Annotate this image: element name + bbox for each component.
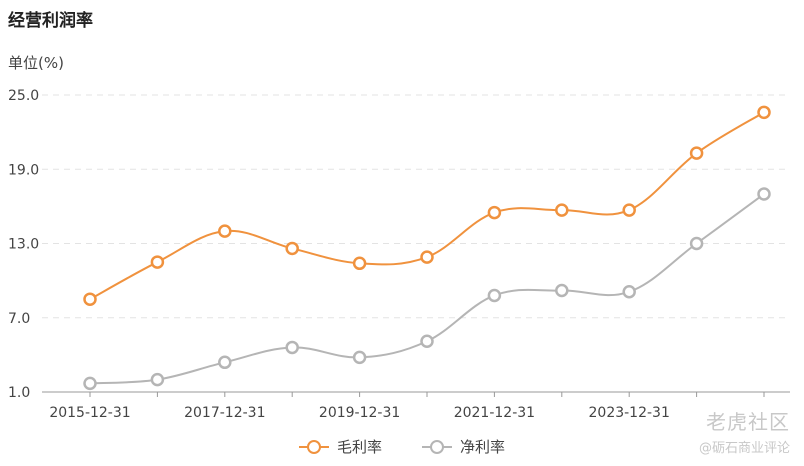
data-point[interactable] <box>150 372 165 387</box>
x-tick-label: 2019-12-31 <box>319 405 400 421</box>
data-point[interactable] <box>218 224 232 238</box>
series-group <box>83 105 771 391</box>
legend: 毛利率 净利率 <box>0 436 804 457</box>
grid-lines <box>42 94 790 319</box>
y-tick-label: 13.0 <box>8 237 39 253</box>
line-chart: 25.019.013.07.01.0 2015-12-31 2017-12-31 2… <box>8 88 790 421</box>
data-point[interactable] <box>555 203 569 217</box>
data-point[interactable] <box>420 334 434 349</box>
series-gross-margin <box>83 105 771 306</box>
data-point[interactable] <box>352 256 367 271</box>
legend-label-gross-margin: 毛利率 <box>336 438 382 456</box>
data-point[interactable] <box>285 340 299 355</box>
data-point[interactable] <box>285 241 299 256</box>
x-axis: 2015-12-31 2017-12-31 2019-12-31 2021-12-31… <box>42 391 790 421</box>
data-point[interactable] <box>150 255 165 269</box>
watermark: 老虎社区 @砺石商业评论 <box>699 406 790 456</box>
data-point[interactable] <box>83 292 97 306</box>
watermark-source: @砺石商业评论 <box>698 441 790 456</box>
data-point[interactable] <box>622 203 636 217</box>
legend-marker-gross-margin <box>298 439 329 455</box>
y-tick-label: 25.0 <box>8 88 39 104</box>
y-tick-label: 19.0 <box>8 162 39 178</box>
legend-item-gross-margin[interactable]: 毛利率 <box>298 436 382 457</box>
data-point[interactable] <box>83 376 97 391</box>
data-point[interactable] <box>757 187 771 201</box>
x-tick-label: 2017-12-31 <box>184 405 265 421</box>
y-axis-ticks: 25.0 19.0 13.0 7.0 1.0 <box>8 88 39 401</box>
x-tick-label: 2021-12-31 <box>454 405 535 421</box>
data-point[interactable] <box>352 350 367 365</box>
data-point[interactable] <box>757 105 771 120</box>
legend-marker-net-margin <box>422 439 452 455</box>
data-point[interactable] <box>487 288 502 303</box>
x-tick-label: 2015-12-31 <box>49 405 130 421</box>
chart-title: 经营利润率 <box>8 11 93 31</box>
legend-item-net-margin[interactable]: 净利率 <box>422 436 505 457</box>
data-point[interactable] <box>218 355 232 370</box>
y-tick-label: 1.0 <box>8 385 30 401</box>
data-point[interactable] <box>420 250 434 264</box>
x-tick-label: 2023-12-31 <box>589 405 670 421</box>
y-axis-unit-label: 单位(%) <box>8 54 64 72</box>
data-point[interactable] <box>622 285 636 299</box>
series-line <box>89 193 765 385</box>
watermark-brand: 老虎社区 <box>706 410 790 434</box>
series-net-margin <box>83 187 771 391</box>
data-point[interactable] <box>555 283 569 298</box>
data-point[interactable] <box>487 205 502 220</box>
legend-label-net-margin: 净利率 <box>460 438 506 456</box>
data-point[interactable] <box>689 236 704 251</box>
data-point[interactable] <box>689 146 704 160</box>
y-tick-label: 7.0 <box>8 311 30 327</box>
